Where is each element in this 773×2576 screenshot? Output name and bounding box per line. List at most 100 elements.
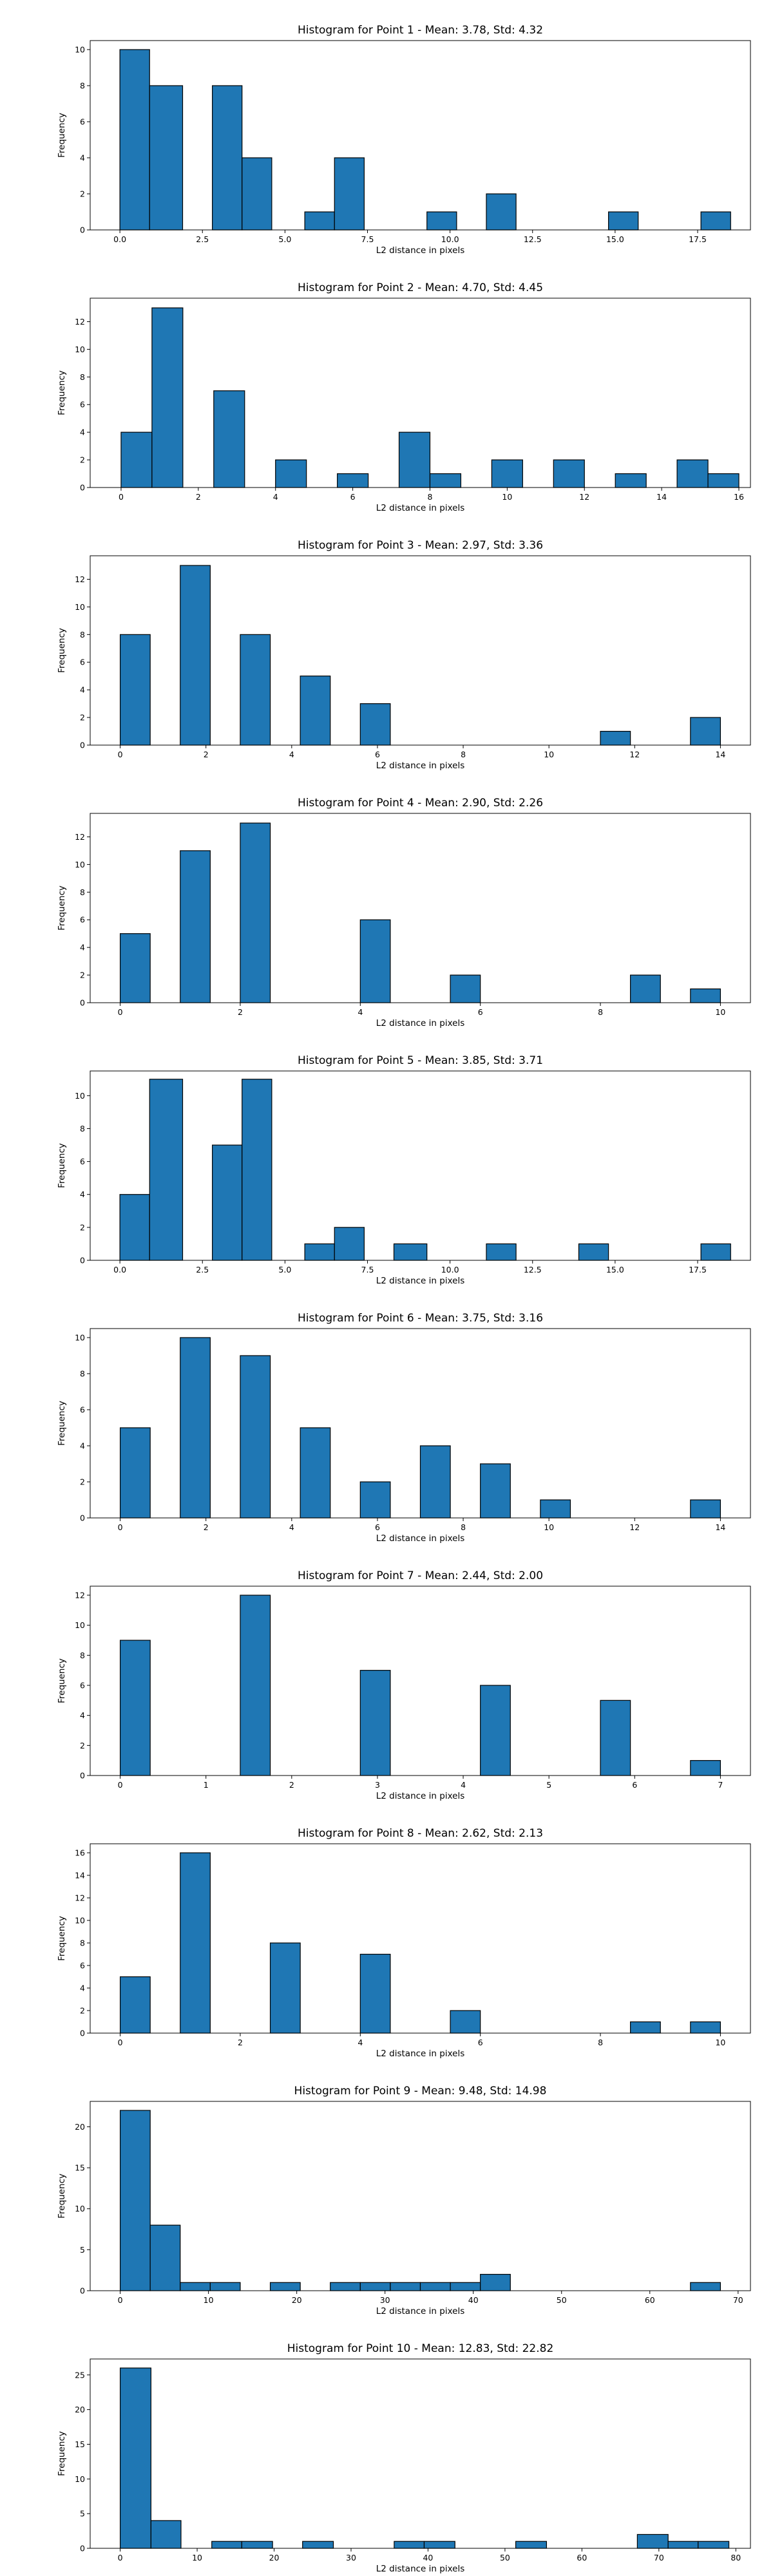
y-tick-label: 5 [80, 2245, 85, 2255]
histogram-bar [450, 974, 481, 1003]
histogram-bar [636, 2533, 669, 2549]
y-tick-label: 12 [75, 832, 85, 842]
x-tick-label: 4 [289, 1522, 294, 1532]
x-tick-label: 14 [656, 492, 667, 502]
x-axis-label: L2 distance in pixels [376, 245, 464, 256]
axes-frame [90, 2358, 751, 2549]
x-tick-label: 10.0 [441, 1265, 459, 1274]
y-tick-label: 15 [75, 2163, 85, 2173]
x-tick-label: 0 [118, 2553, 123, 2562]
histogram-bar [180, 1852, 211, 2034]
histogram-bar [150, 2520, 182, 2549]
x-tick-label: 6 [350, 492, 356, 502]
y-tick-label: 15 [75, 2439, 85, 2449]
y-tick-label: 10 [75, 1091, 85, 1101]
x-tick-label: 6 [375, 750, 380, 759]
histogram-bar [334, 1227, 365, 1261]
histogram-bar [690, 2282, 721, 2291]
x-tick-label: 5.0 [278, 1265, 291, 1274]
x-tick-label: 12.5 [524, 234, 542, 244]
y-tick-label: 4 [80, 1984, 85, 1993]
y-tick-label: 16 [75, 1848, 85, 1858]
chart-title: Histogram for Point 2 - Mean: 4.70, Std:… [298, 281, 543, 294]
x-axis-label: L2 distance in pixels [376, 1533, 464, 1544]
x-tick-label: 0.0 [113, 234, 126, 244]
x-tick-label: 15.0 [606, 234, 624, 244]
axes-frame [90, 40, 751, 231]
y-tick-label: 0 [80, 1256, 85, 1265]
histogram-bar [450, 2282, 481, 2291]
histogram-bar [180, 850, 211, 1003]
axes-frame [90, 555, 751, 746]
histogram-bar [119, 2110, 151, 2291]
axes-frame [90, 1070, 751, 1261]
histogram-bar [334, 157, 365, 231]
y-tick-label: 10 [75, 1916, 85, 1926]
histogram-bar [359, 1953, 391, 2034]
x-tick-label: 0 [118, 1007, 123, 1017]
x-tick-label: 0 [119, 492, 124, 502]
y-axis-label: Frequency [57, 2174, 67, 2219]
y-tick-label: 6 [80, 1681, 85, 1690]
histogram-bar [240, 822, 271, 1003]
histogram-bar [690, 1499, 721, 1519]
histogram-bar [394, 2541, 425, 2549]
y-tick-label: 0 [80, 741, 85, 750]
y-tick-label: 6 [80, 1961, 85, 1971]
x-tick-label: 10 [502, 492, 512, 502]
histogram-bar [429, 473, 462, 488]
x-tick-label: 12 [629, 1522, 640, 1532]
histogram-bar [119, 1427, 151, 1519]
histogram-bar [359, 703, 391, 746]
x-axis-label: L2 distance in pixels [376, 2564, 464, 2574]
y-tick-label: 8 [80, 630, 85, 639]
y-tick-label: 0 [80, 2029, 85, 2038]
histogram-bar [700, 211, 731, 231]
x-tick-label: 50 [557, 2295, 567, 2305]
y-tick-label: 5 [80, 2509, 85, 2519]
histogram-panel-3: Histogram for Point 3 - Mean: 2.97, Std:… [57, 539, 751, 771]
histogram-bar [615, 473, 647, 488]
x-tick-label: 2 [238, 1007, 243, 1017]
chart-title: Histogram for Point 1 - Mean: 3.78, Std:… [298, 24, 543, 37]
histogram-bar [486, 1243, 517, 1261]
histogram-bar [180, 1337, 211, 1519]
x-tick-label: 6 [478, 1007, 483, 1017]
histogram-panel-1: Histogram for Point 1 - Mean: 3.78, Std:… [57, 24, 751, 256]
x-axis-label: L2 distance in pixels [376, 1276, 464, 1286]
histogram-bar [700, 1243, 731, 1261]
histogram-bar [119, 634, 151, 746]
y-tick-label: 2 [80, 1222, 85, 1232]
y-tick-label: 8 [80, 1651, 85, 1660]
histogram-panel-4: Histogram for Point 4 - Mean: 2.90, Std:… [57, 797, 751, 1028]
histogram-bar [211, 2541, 242, 2549]
x-tick-label: 5 [546, 1780, 551, 1790]
histogram-bar [398, 431, 431, 488]
y-axis-label: Frequency [57, 1916, 67, 1961]
histogram-bar [119, 1194, 150, 1261]
axes-frame [90, 1586, 751, 1776]
histogram-bar [426, 211, 457, 231]
x-tick-label: 2 [289, 1780, 294, 1790]
histogram-bar [180, 565, 211, 746]
y-tick-label: 10 [75, 345, 85, 354]
histogram-panel-10: Histogram for Point 10 - Mean: 12.83, St… [57, 2342, 751, 2574]
y-axis-label: Frequency [57, 628, 67, 673]
histogram-bar [450, 2010, 481, 2034]
x-tick-label: 1 [204, 1780, 209, 1790]
y-tick-label: 4 [80, 153, 85, 163]
histogram-bar [486, 193, 517, 231]
histogram-bar [390, 2282, 421, 2291]
histogram-bar [330, 2282, 361, 2291]
x-tick-label: 60 [577, 2553, 587, 2562]
y-tick-label: 10 [75, 1333, 85, 1343]
x-tick-label: 30 [346, 2553, 356, 2562]
x-tick-label: 70 [654, 2553, 664, 2562]
histogram-bar [419, 2282, 451, 2291]
y-tick-label: 4 [80, 1189, 85, 1199]
histogram-bar [149, 85, 184, 231]
chart-title: Histogram for Point 9 - Mean: 9.48, Std:… [294, 2085, 547, 2098]
histogram-bar [690, 717, 721, 746]
histogram-bar [600, 1700, 631, 1776]
y-tick-label: 6 [80, 400, 85, 410]
